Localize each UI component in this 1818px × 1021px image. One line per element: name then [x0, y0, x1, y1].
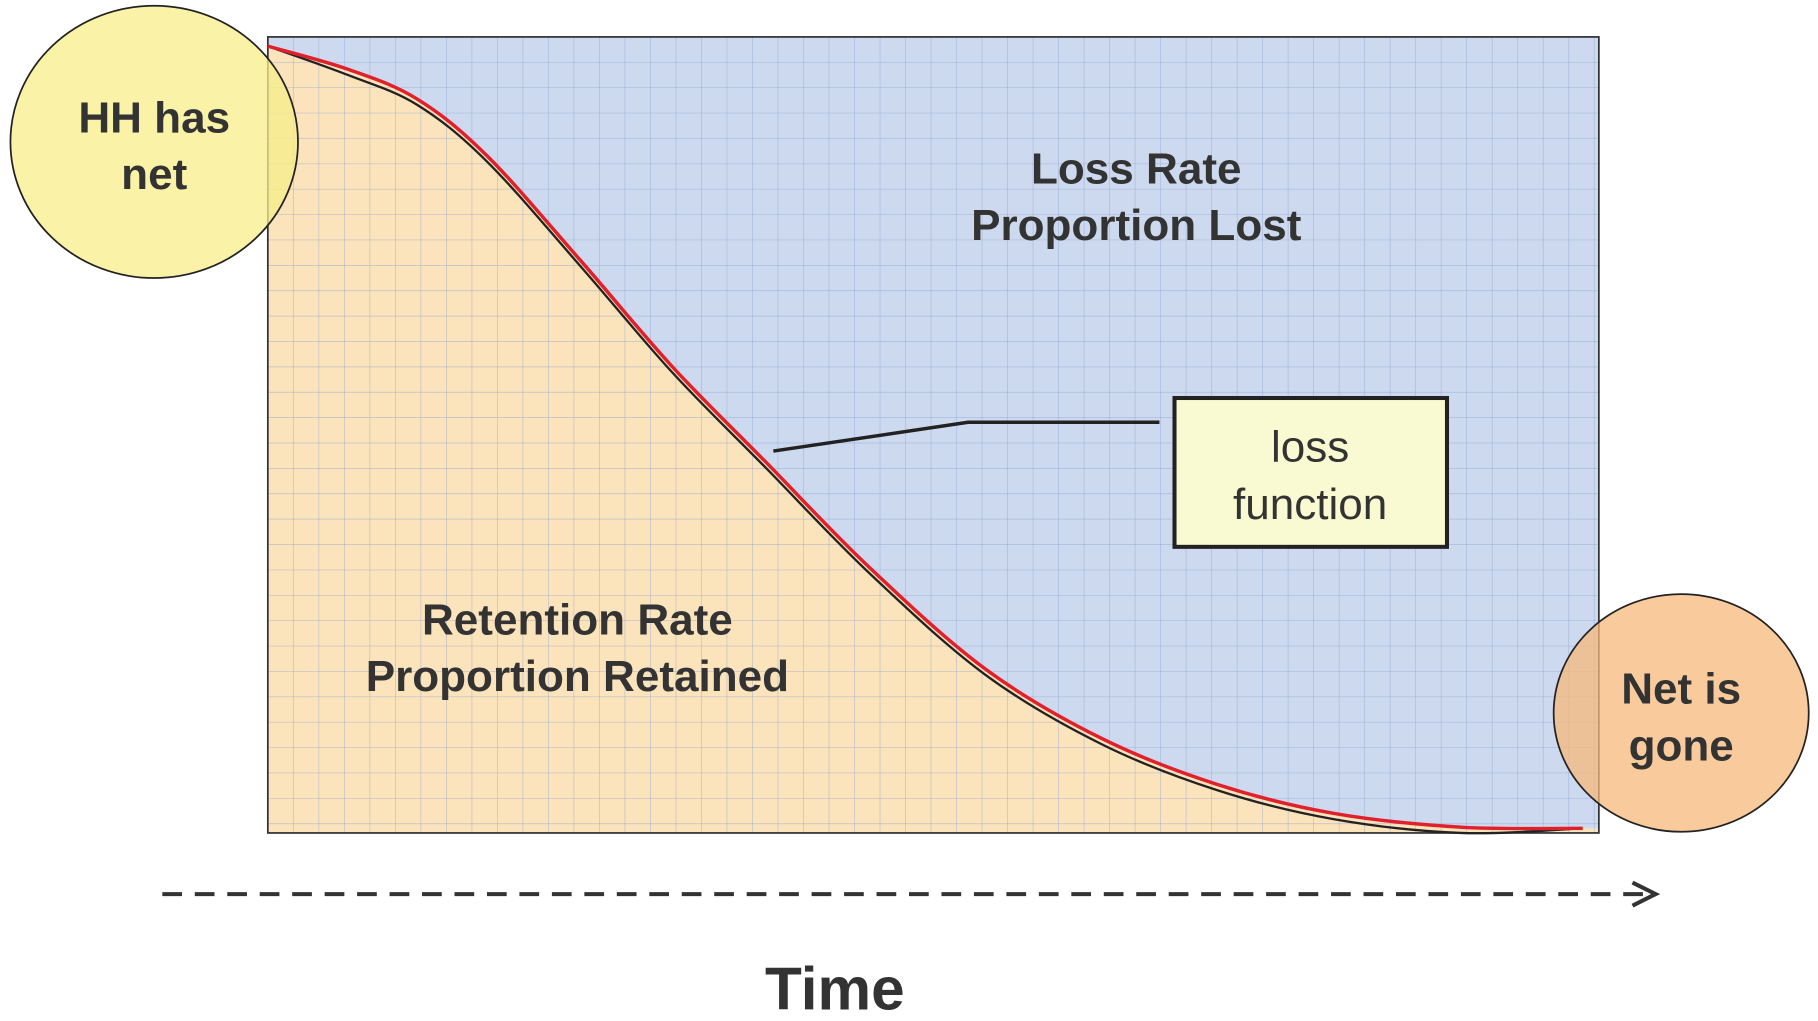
retention-region-label: Proportion Retained [366, 652, 789, 701]
callout-box [1172, 395, 1450, 549]
loss-region-label: Proportion Lost [971, 201, 1302, 250]
time-arrowhead [1631, 880, 1661, 908]
start-circle [9, 4, 299, 279]
end-circle [1552, 593, 1810, 833]
loss-region-label: Loss Rate [1031, 145, 1242, 194]
callout-leader [773, 420, 1160, 453]
start-label: net [121, 150, 187, 199]
loss-curve [267, 44, 1583, 831]
end-label: gone [1629, 721, 1734, 770]
axis-label: Time [765, 956, 905, 1021]
retention-area [267, 46, 1599, 833]
loss-curve-outline [267, 45, 1583, 835]
start-label: HH has [78, 94, 230, 143]
end-label: Net is [1621, 665, 1741, 714]
callout-label: loss [1271, 423, 1349, 472]
retention-region-label: Retention Rate [422, 596, 733, 645]
plot-border [266, 36, 1600, 834]
callout-label: function [1233, 480, 1387, 529]
